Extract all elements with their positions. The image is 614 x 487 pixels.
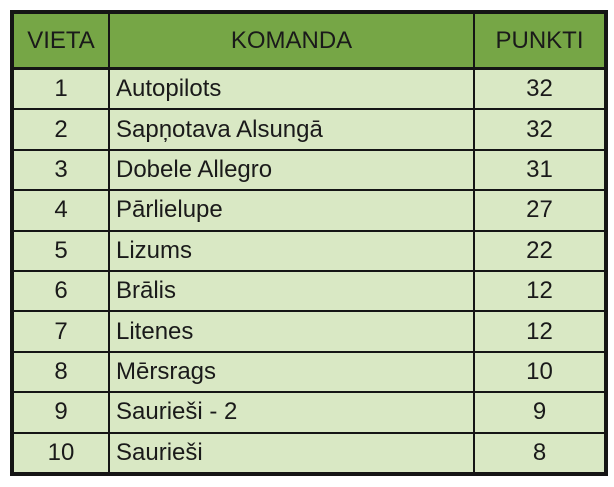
- table-row: 9 Saurieši - 2 9: [12, 391, 606, 434]
- points-cell: 12: [473, 310, 606, 353]
- points-cell: 8: [473, 431, 606, 475]
- table-row: 2 Sapņotava Alsungā 32: [12, 108, 606, 151]
- points-cell: 32: [473, 108, 606, 151]
- header-team: KOMANDA: [108, 12, 475, 70]
- table-row: 8 Mērsrags 10: [12, 350, 606, 394]
- header-points: PUNKTI: [473, 12, 606, 70]
- team-cell: Dobele Allegro: [108, 148, 475, 192]
- place-cell: 2: [12, 108, 110, 151]
- place-cell: 1: [12, 67, 110, 111]
- table-row: 4 Pārlielupe 27: [12, 189, 606, 232]
- place-cell: 9: [12, 391, 110, 434]
- points-cell: 22: [473, 229, 606, 272]
- table-row: 6 Brālis 12: [12, 269, 606, 313]
- points-cell: 9: [473, 391, 606, 434]
- team-cell: Brālis: [108, 269, 475, 313]
- standings-table: VIETA KOMANDA PUNKTI 1 Autopilots 32 2 S…: [10, 10, 608, 476]
- team-cell: Sapņotava Alsungā: [108, 108, 475, 151]
- team-cell: Pārlielupe: [108, 189, 475, 232]
- team-cell: Litenes: [108, 310, 475, 353]
- team-cell: Autopilots: [108, 67, 475, 111]
- points-cell: 12: [473, 269, 606, 313]
- points-cell: 27: [473, 189, 606, 232]
- place-cell: 8: [12, 350, 110, 394]
- team-cell: Saurieši: [108, 431, 475, 475]
- points-cell: 10: [473, 350, 606, 394]
- team-cell: Lizums: [108, 229, 475, 272]
- points-cell: 32: [473, 67, 606, 111]
- table-row: 7 Litenes 12: [12, 310, 606, 353]
- header-row: VIETA KOMANDA PUNKTI: [12, 12, 606, 70]
- place-cell: 5: [12, 229, 110, 272]
- place-cell: 4: [12, 189, 110, 232]
- header-place: VIETA: [12, 12, 110, 70]
- table-row: 1 Autopilots 32: [12, 67, 606, 111]
- table-row: 3 Dobele Allegro 31: [12, 148, 606, 192]
- team-cell: Mērsrags: [108, 350, 475, 394]
- place-cell: 7: [12, 310, 110, 353]
- standings-table-container: VIETA KOMANDA PUNKTI 1 Autopilots 32 2 S…: [10, 10, 608, 476]
- place-cell: 6: [12, 269, 110, 313]
- points-cell: 31: [473, 148, 606, 192]
- table-row: 10 Saurieši 8: [12, 431, 606, 475]
- table-row: 5 Lizums 22: [12, 229, 606, 272]
- place-cell: 10: [12, 431, 110, 475]
- team-cell: Saurieši - 2: [108, 391, 475, 434]
- place-cell: 3: [12, 148, 110, 192]
